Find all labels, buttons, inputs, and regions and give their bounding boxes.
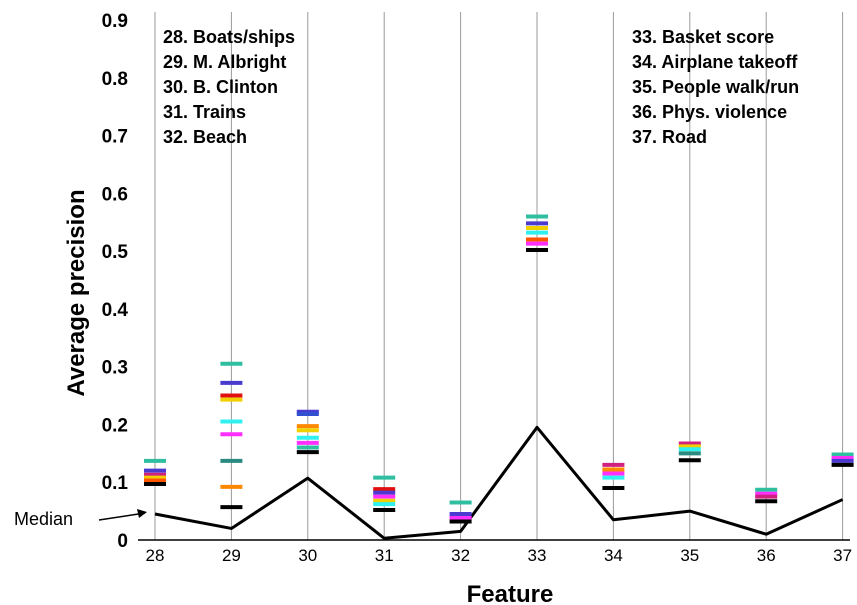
y-tick-label: 0.1 xyxy=(102,473,129,494)
legend-entry: 36. Phys. violence xyxy=(632,102,787,122)
y-tick-label: 0.8 xyxy=(102,69,128,90)
median-arrow-head xyxy=(137,509,147,518)
x-axis-title: Feature xyxy=(467,581,554,605)
x-tick-label: 33 xyxy=(528,546,547,565)
legend-right: 33. Basket score 34. Airplane takeoff 35. … xyxy=(632,27,799,147)
x-tick-label: 36 xyxy=(757,546,776,565)
legend-entry: 34. Airplane takeoff xyxy=(632,52,798,72)
y-tick-label: 0 xyxy=(117,531,128,552)
legend-entry: 32. Beach xyxy=(163,127,247,147)
y-tick-label: 0.4 xyxy=(102,300,129,321)
x-tick-label: 34 xyxy=(604,546,623,565)
legend-entry: 29. M. Albright xyxy=(163,52,286,72)
median-annotation: Median xyxy=(14,509,147,529)
legend-entry: 37. Road xyxy=(632,127,707,147)
x-tick-label: 29 xyxy=(222,546,241,565)
median-series xyxy=(154,425,844,540)
y-axis-title: Average precision xyxy=(63,189,90,396)
legend-entry: 30. B. Clinton xyxy=(163,77,278,97)
y-tick-label: 0.2 xyxy=(102,415,128,436)
vertical-gridlines xyxy=(154,12,844,540)
y-tick-labels: 0 0.1 0.2 0.3 0.4 0.5 0.6 0.7 0.8 0.9 xyxy=(102,11,129,552)
median-label: Median xyxy=(14,509,73,529)
x-tick-label: 31 xyxy=(375,546,394,565)
x-tick-labels: 28 29 30 31 32 33 34 35 36 37 xyxy=(146,546,853,565)
x-tick-label: 35 xyxy=(680,546,699,565)
median-arrow-line xyxy=(98,512,146,521)
y-tick-label: 0.7 xyxy=(102,127,128,148)
x-tick-label: 30 xyxy=(298,546,317,565)
legend-entry: 33. Basket score xyxy=(632,27,774,47)
y-tick-label: 0.3 xyxy=(102,358,128,379)
median-line xyxy=(154,425,844,540)
legend-entry: 35. People walk/run xyxy=(632,77,799,97)
y-tick-label: 0.5 xyxy=(102,242,129,263)
x-tick-label: 28 xyxy=(146,546,165,565)
legend-left: 28. Boats/ships 29. M. Albright 30. B. Cli… xyxy=(163,27,295,147)
y-tick-label: 0.6 xyxy=(102,184,128,205)
legend-entry: 31. Trains xyxy=(163,102,246,122)
x-tick-label: 37 xyxy=(833,546,852,565)
run-markers xyxy=(144,214,854,524)
y-tick-label: 0.9 xyxy=(102,11,128,32)
legend-entry: 28. Boats/ships xyxy=(163,27,295,47)
x-tick-label: 32 xyxy=(451,546,470,565)
